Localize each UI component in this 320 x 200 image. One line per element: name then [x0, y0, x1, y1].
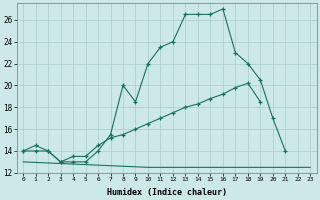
X-axis label: Humidex (Indice chaleur): Humidex (Indice chaleur)	[107, 188, 227, 197]
